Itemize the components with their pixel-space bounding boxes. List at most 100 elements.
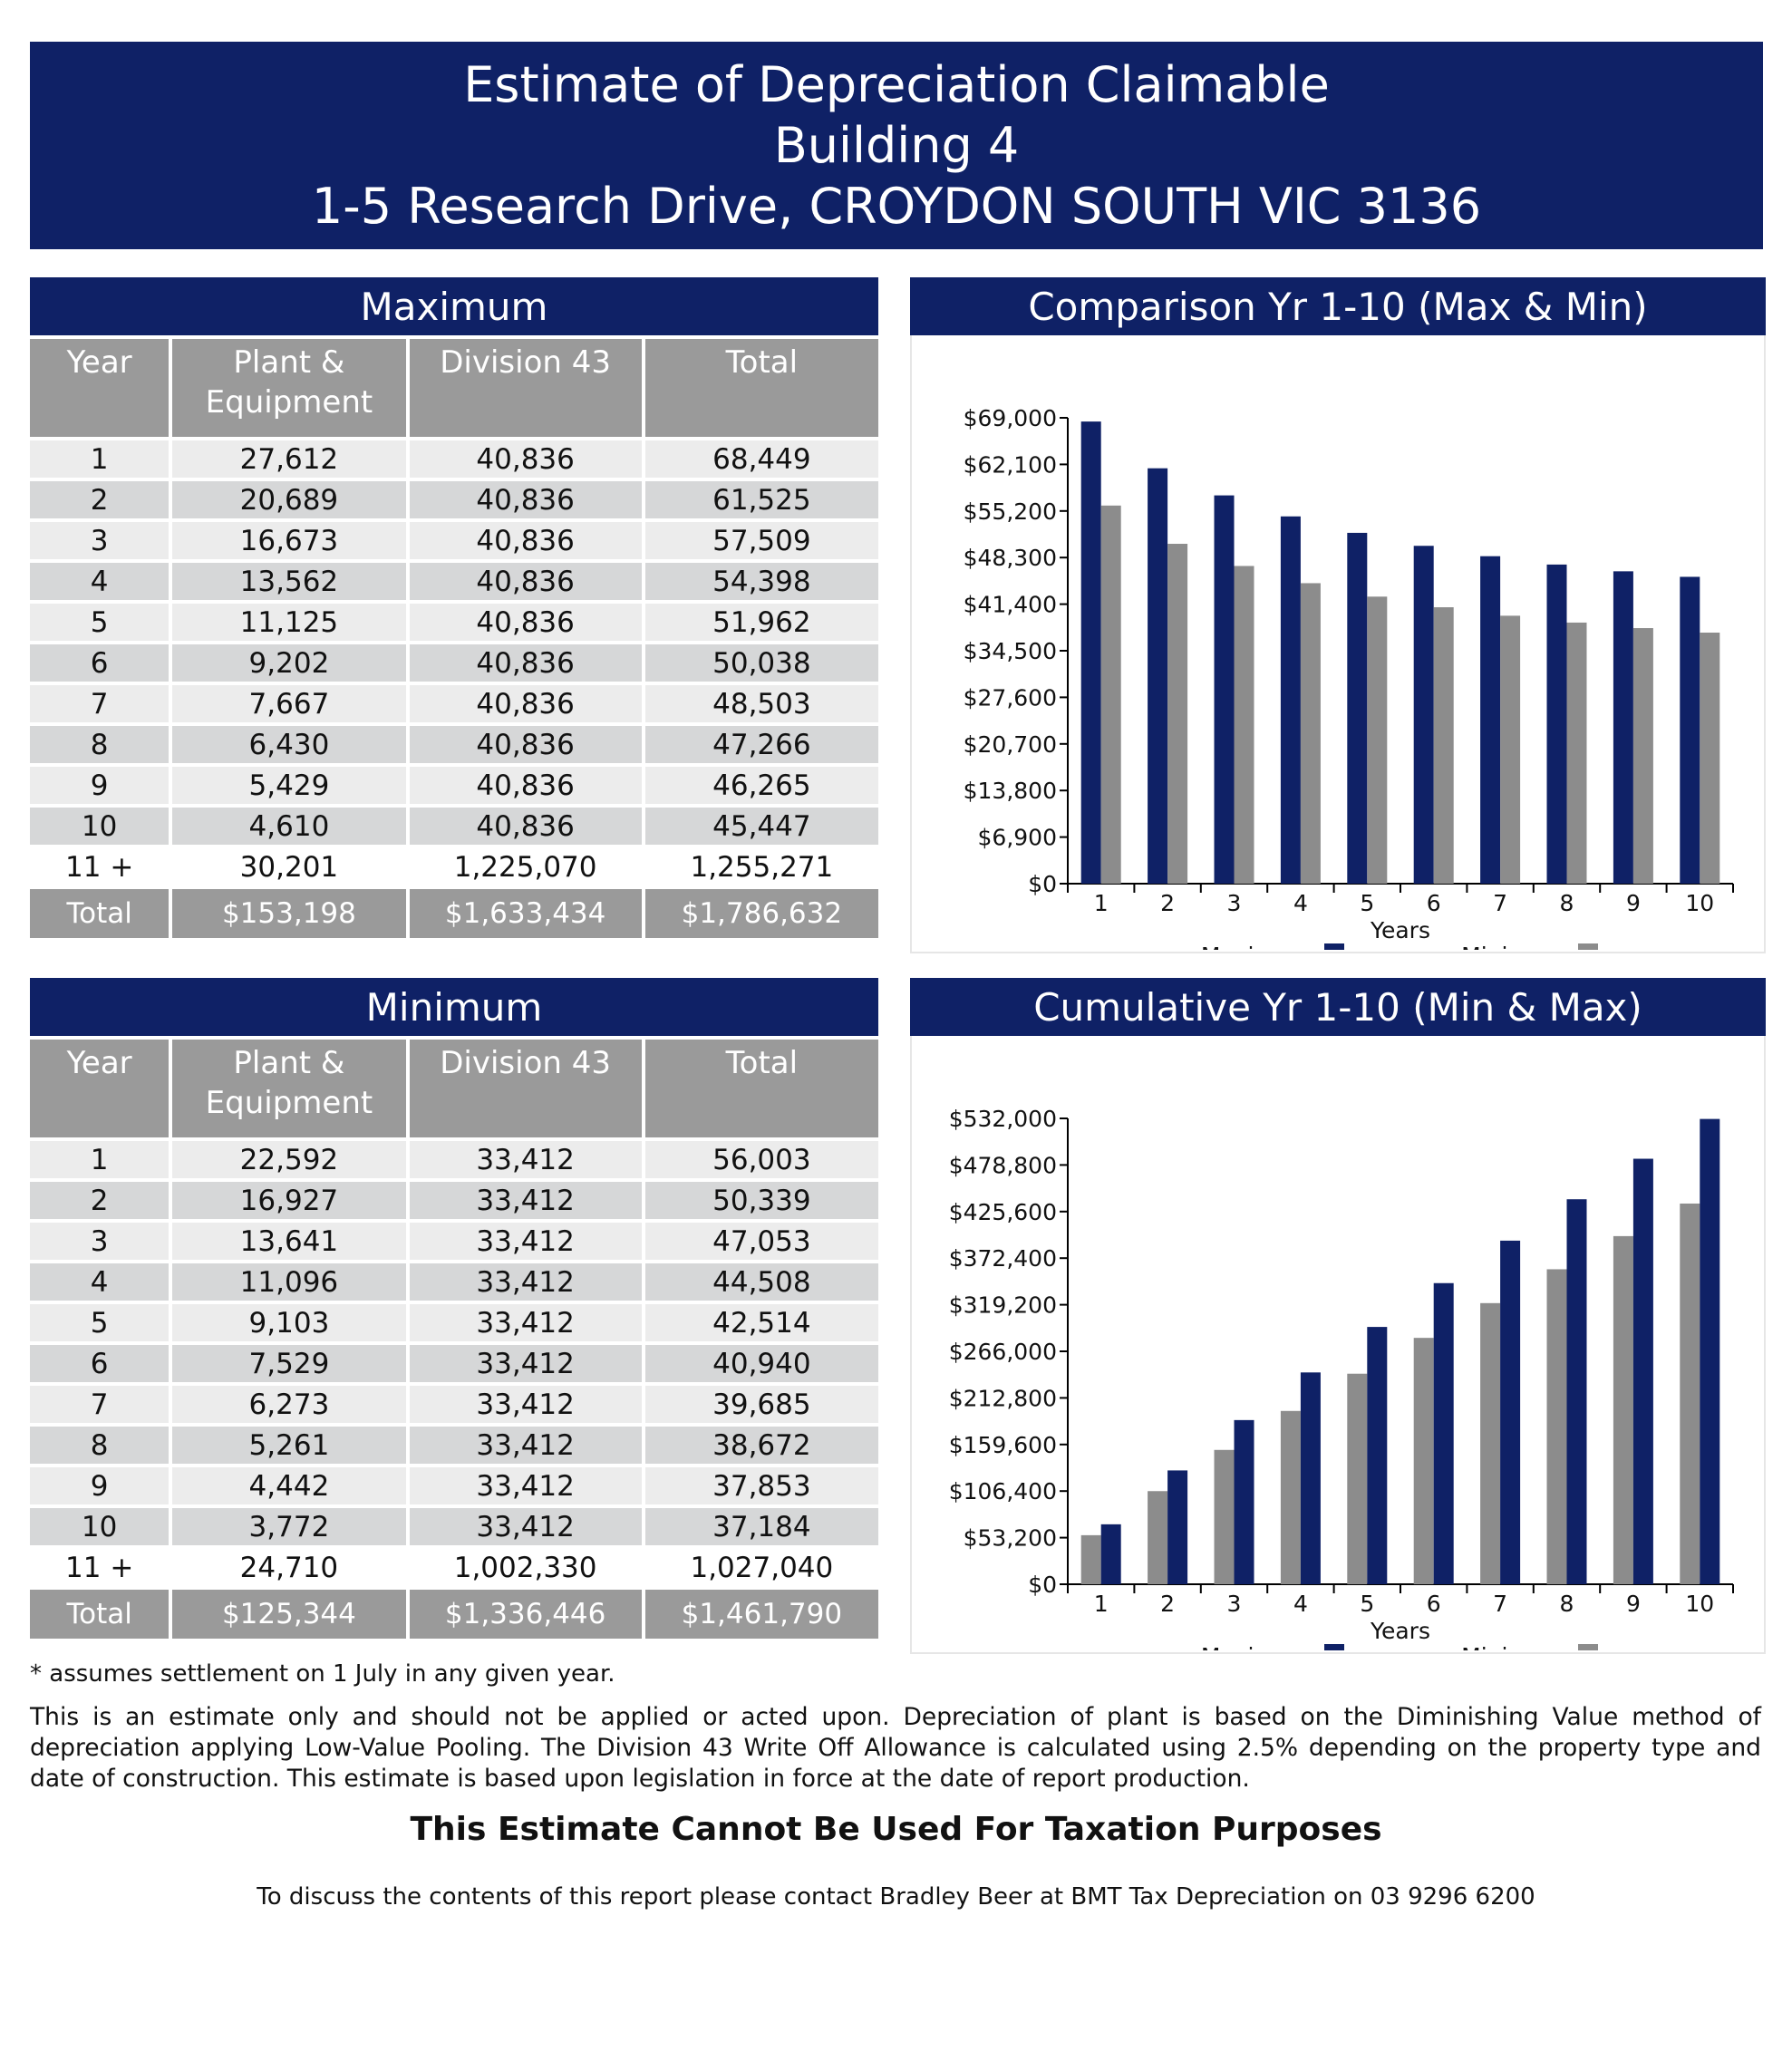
- table-row: 1 22,592 33,412 56,003: [30, 1141, 878, 1178]
- table-row: 11 +30,201 1,225,070 1,255,271: [30, 848, 878, 885]
- maximum-section: Maximum Year Plant & Equipment Division 43…: [30, 277, 878, 942]
- cell-year: 4: [30, 563, 170, 600]
- y-tick-label: $0: [1028, 1572, 1057, 1598]
- cell-year: 4: [30, 1263, 170, 1301]
- cell-plant: 30,201: [172, 848, 406, 885]
- cell-total: 1,255,271: [644, 848, 878, 885]
- cell-year: 7: [30, 685, 170, 722]
- bar-minimum-2: [1148, 1491, 1168, 1584]
- maximum-col-header-3: Total: [644, 339, 878, 437]
- bar-maximum-10: [1700, 1118, 1720, 1584]
- bar-maximum-10: [1680, 576, 1700, 884]
- cell-year: 9: [30, 1467, 170, 1504]
- cell-div43: 40,836: [409, 685, 642, 722]
- cell-year: 6: [30, 1345, 170, 1382]
- maximum-col-header-0: Year: [30, 339, 170, 437]
- cell-plant: 3,772: [172, 1508, 406, 1545]
- legend-swatch-minimum: [1578, 1644, 1598, 1650]
- bar-minimum-1: [1080, 1534, 1101, 1584]
- y-tick-label: $41,400: [964, 592, 1057, 618]
- bar-minimum-5: [1367, 596, 1388, 884]
- table-row: 5 9,103 33,412 42,514: [30, 1304, 878, 1341]
- bar-minimum-2: [1167, 544, 1188, 884]
- bar-minimum-9: [1632, 628, 1653, 884]
- x-tick-label: 8: [1560, 1591, 1574, 1617]
- cell-div43: 33,412: [409, 1386, 642, 1423]
- y-tick-label: $478,800: [949, 1152, 1057, 1178]
- cell-plant: 6,430: [172, 726, 406, 763]
- table-row: 2 16,927 33,412 50,339: [30, 1182, 878, 1219]
- table-row: 3 13,641 33,412 47,053: [30, 1223, 878, 1260]
- table-row: 8 6,430 40,836 47,266: [30, 726, 878, 763]
- cumulative-chart-panel: Cumulative Yr 1-10 (Min & Max) $0 $53,200…: [910, 978, 1766, 1654]
- cell-year: 8: [30, 726, 170, 763]
- minimum-table-title: Minimum: [30, 978, 878, 1036]
- x-tick-label: 4: [1293, 890, 1308, 916]
- total-plant: $153,198: [172, 889, 406, 938]
- legend-label-maximum: Maximum: [1201, 1643, 1313, 1650]
- y-tick-label: $55,200: [964, 498, 1057, 525]
- y-tick-label: $532,000: [949, 1106, 1057, 1132]
- cell-plant: 16,927: [172, 1182, 406, 1219]
- title-line-3: 1-5 Research Drive, CROYDON SOUTH VIC 31…: [311, 178, 1482, 235]
- cell-total: 39,685: [644, 1386, 878, 1423]
- y-tick-label: $266,000: [949, 1339, 1057, 1365]
- cell-total: 47,053: [644, 1223, 878, 1260]
- cell-plant: 6,273: [172, 1386, 406, 1423]
- taxation-warning: This Estimate Cannot Be Used For Taxatio…: [410, 1811, 1382, 1848]
- y-tick-label: $0: [1028, 871, 1057, 897]
- table-row: 7 6,273 33,412 39,685: [30, 1386, 878, 1423]
- maximum-table-header: Year Plant & Equipment Division 43 Total: [30, 339, 878, 437]
- cell-plant: 20,689: [172, 481, 406, 518]
- title-banner: Estimate of Depreciation Claimable Build…: [30, 42, 1763, 249]
- y-tick-label: $20,700: [964, 731, 1057, 758]
- legend-label-minimum: Minimum: [1461, 943, 1566, 950]
- bar-minimum-6: [1433, 607, 1454, 884]
- cell-year: 11 +: [30, 1549, 170, 1586]
- cell-div43: 33,412: [409, 1263, 642, 1301]
- y-tick-label: $425,600: [949, 1199, 1057, 1225]
- x-tick-label: 2: [1160, 890, 1175, 916]
- minimum-section: Minimum Year Plant & Equipment Division 43…: [30, 978, 878, 1642]
- cell-total: 37,184: [644, 1508, 878, 1545]
- cell-div43: 33,412: [409, 1141, 642, 1178]
- minimum-col-header-2: Division 43: [409, 1040, 642, 1137]
- y-tick-label: $106,400: [949, 1478, 1057, 1504]
- table-row: 9 5,429 40,836 46,265: [30, 767, 878, 804]
- total-row: Total $125,344 $1,336,446 $1,461,790: [30, 1590, 878, 1639]
- y-tick-label: $69,000: [964, 405, 1057, 431]
- total-plant: $125,344: [172, 1590, 406, 1639]
- cell-year: 1: [30, 1141, 170, 1178]
- x-tick-label: 4: [1293, 1591, 1308, 1617]
- cell-total: 48,503: [644, 685, 878, 722]
- minimum-col-header-1: Plant & Equipment: [172, 1040, 406, 1137]
- x-tick-label: 3: [1227, 890, 1242, 916]
- table-row: 1 27,612 40,836 68,449: [30, 440, 878, 478]
- minimum-col-header-3: Total: [644, 1040, 878, 1137]
- x-tick-label: 9: [1626, 890, 1641, 916]
- bar-minimum-7: [1500, 615, 1521, 884]
- cell-plant: 5,261: [172, 1427, 406, 1464]
- settlement-footnote: * assumes settlement on 1 July in any gi…: [30, 1660, 615, 1688]
- legend-swatch-maximum: [1324, 943, 1344, 950]
- total-label: Total: [30, 889, 170, 938]
- y-tick-label: $159,600: [949, 1432, 1057, 1458]
- y-tick-label: $319,200: [949, 1292, 1057, 1319]
- cell-year: 1: [30, 440, 170, 478]
- cell-total: 47,266: [644, 726, 878, 763]
- bar-maximum-6: [1433, 1282, 1454, 1584]
- table-row: 10 4,610 40,836 45,447: [30, 808, 878, 845]
- cell-year: 11 +: [30, 848, 170, 885]
- title-line-1: Estimate of Depreciation Claimable: [463, 56, 1330, 113]
- cell-div43: 33,412: [409, 1345, 642, 1382]
- minimum-col-header-0: Year: [30, 1040, 170, 1137]
- cell-total: 46,265: [644, 767, 878, 804]
- cumulative-chart-title: Cumulative Yr 1-10 (Min & Max): [910, 978, 1766, 1036]
- x-tick-label: 9: [1626, 1591, 1641, 1617]
- cell-total: 44,508: [644, 1263, 878, 1301]
- cell-div43: 40,836: [409, 522, 642, 559]
- comparison-chart: $0 $6,900 $13,800 $20,700 $27,600 $34,500 $41,…: [964, 405, 1734, 950]
- cell-plant: 13,641: [172, 1223, 406, 1260]
- y-tick-label: $27,600: [964, 684, 1057, 711]
- table-row: 5 11,125 40,836 51,962: [30, 604, 878, 641]
